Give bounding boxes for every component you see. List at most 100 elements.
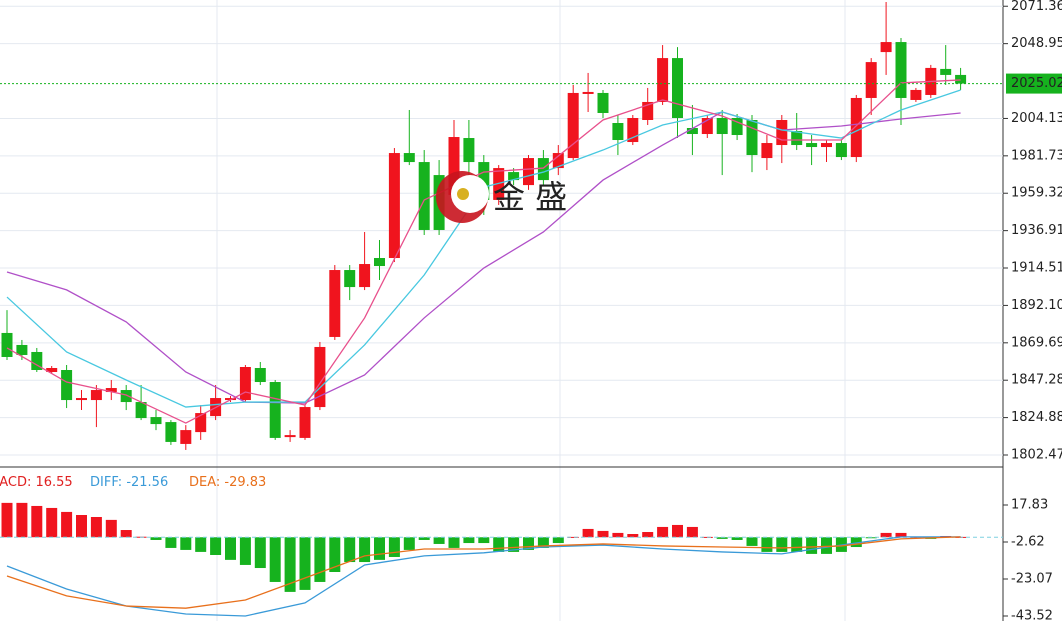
candle-body [1,332,13,357]
candle-body [627,117,639,143]
candle-body [642,101,654,120]
macd-bar [493,537,505,552]
macd-bar [478,537,490,544]
moving-average [6,111,961,404]
macd-bar [90,516,102,538]
y-tick-label: -43.52 [1011,609,1053,621]
macd-line [6,536,961,609]
last-price-box [1006,73,1062,94]
macd-bar [299,537,311,590]
candle-body [895,42,907,98]
separator: : [118,475,127,490]
candle-body [359,264,371,288]
candle-body [537,158,549,181]
indicator-value: -29.83 [224,475,266,490]
candle-body [418,162,430,230]
candle-body [46,367,58,373]
y-tick-label: 2048.95 [1011,36,1062,51]
candle-body [716,117,728,135]
y-tick-label: 1847.28 [1011,373,1062,388]
candle-body [746,119,758,156]
macd-bar [672,524,683,538]
logo [457,188,469,200]
y-tick-label: 1914.51 [1011,261,1062,276]
candle-body [910,89,922,100]
macd-bar [537,537,549,548]
y-tick-label: 1869.69 [1011,335,1062,350]
candle-body [835,143,847,158]
y-tick-label: 1936.91 [1011,223,1062,238]
macd-bar [254,537,266,569]
candle-body [90,390,102,401]
moving-average [6,79,961,424]
y-tick-label: 1802.47 [1011,448,1062,463]
last-price-label: 2025.02 [1011,76,1062,91]
candle-body [120,390,132,403]
macd-bar [612,532,624,538]
indicator-label: MACD [0,475,27,490]
macd-bar [388,537,400,557]
macd-bar [850,537,862,548]
macd-bar [686,526,698,538]
candle-body [269,382,281,438]
macd-bar [76,515,87,538]
candle-body [776,119,788,146]
macd-bar [716,537,728,539]
y-tick-label: 2071.36 [1011,0,1062,14]
macd-bar [627,534,639,538]
y-tick-label: 17.83 [1011,497,1048,512]
macd-bar [657,526,669,538]
candle-body [731,117,743,136]
macd-bar [597,530,609,538]
macd-bar [269,537,281,582]
candle-body [388,153,400,259]
candle-body [284,435,296,438]
macd-bar [463,537,475,544]
macd-bar [880,532,892,538]
macd-bar [448,537,460,548]
candle-body [239,366,251,401]
macd-bar [344,537,356,563]
candle-body [165,422,177,442]
candle-body [31,351,43,371]
candle-body [508,172,520,181]
candle-body [150,417,162,425]
macd-bar [791,537,803,552]
macd-bar [374,537,385,560]
macd-bar [552,537,564,544]
indicator-header: DEA: -29.83 [189,475,266,490]
candle-body [523,158,534,186]
macd-bar [731,537,743,540]
macd-bar [61,511,73,538]
candle-body [374,258,385,267]
candle-body [61,370,73,401]
candle-body [806,143,818,148]
candle-body [821,143,832,148]
candle-body [701,117,713,135]
macd-bar [642,532,654,538]
candle-body [254,367,266,383]
macd-bar [239,537,251,565]
macd-bar [508,537,520,552]
macd-bar [284,537,296,592]
y-tick-label: 1892.10 [1011,298,1062,313]
watermark-text: 金 盛 [493,178,567,216]
candle-body [597,92,609,113]
macd-bar [418,537,430,540]
y-tick-label: -2.62 [1011,535,1045,550]
macd-bar [567,536,579,538]
candle-body [448,137,460,195]
indicator-header: MACD: 16.55 [0,475,73,490]
candle-body [686,128,698,135]
candle-body [612,123,624,141]
candle-body [657,58,669,102]
macd-bar [329,537,341,573]
y-tick-label: 1981.73 [1011,148,1062,163]
separator: : [216,475,225,490]
candle-body [344,270,356,288]
candle-body [76,398,87,401]
macd-bar [210,537,222,555]
macd-bar [523,537,534,550]
candle-body [955,74,967,84]
